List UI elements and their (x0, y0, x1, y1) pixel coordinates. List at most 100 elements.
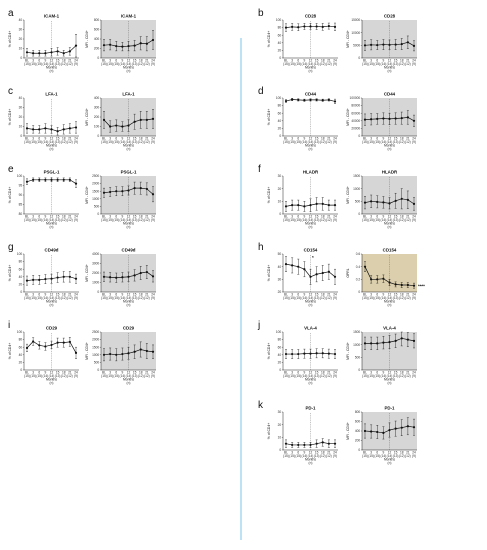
x-tick-count: (14) (43, 62, 49, 66)
x-tick-label: 12 (127, 293, 131, 297)
data-point (327, 24, 330, 28)
y-tick-label: 1000 (92, 281, 99, 285)
x-tick-label: 24 (74, 215, 78, 219)
x-tick-label: 3 (370, 451, 372, 455)
y-tick-label: 40 (19, 353, 23, 357)
data-point (412, 44, 416, 47)
data-point (333, 100, 337, 103)
x-tick-count: (15) (24, 140, 30, 144)
x-tick-count: (15) (374, 454, 380, 458)
x-tick-count: (13) (314, 296, 320, 300)
panel-letter-k: k (258, 400, 264, 411)
x-tick-label: 21 (406, 137, 410, 141)
x-tick-count: (14) (308, 374, 314, 378)
data-point (74, 44, 78, 47)
x-tick-label: 9 (44, 215, 46, 219)
x-tick-count: (13) (314, 62, 320, 66)
y-tick-label: 80000 (351, 104, 360, 108)
y-axis-label: MFI - CD4+ (346, 342, 350, 360)
data-point (400, 117, 403, 120)
data-point (321, 352, 324, 355)
x-tick-label: 6 (38, 371, 40, 375)
data-point (139, 348, 142, 351)
x-tick-count: (12) (67, 62, 73, 66)
x-tick-count: (9) (151, 62, 155, 66)
x-tick-count: (12) (138, 296, 144, 300)
x-tick-label: 3 (291, 59, 293, 63)
data-point (394, 199, 397, 202)
data-point (32, 278, 35, 281)
x-axis-label: Months (46, 300, 57, 304)
data-point (38, 178, 41, 181)
x-tick-label: 24 (412, 293, 416, 297)
data-point (151, 275, 155, 278)
data-point (370, 342, 373, 345)
data-point (382, 43, 385, 46)
y-tick-label: 50 (278, 252, 282, 256)
x-tick-label: 3 (109, 371, 111, 375)
x-tick-label: 3 (32, 137, 34, 141)
x-tick-count: (9) (333, 374, 337, 378)
x-tick-count: (15) (101, 296, 107, 300)
y-tick-label: 80 (278, 104, 282, 108)
x-tick-count: (12) (67, 296, 73, 300)
data-point (127, 124, 130, 127)
data-point (406, 425, 409, 428)
x-axis-sublabel: (n) (309, 225, 313, 229)
x-tick-label: 21 (68, 59, 72, 63)
data-point (56, 178, 59, 181)
x-tick-count: (9) (74, 62, 78, 66)
y-tick-label: 500 (94, 205, 100, 209)
x-tick-count: (15) (374, 218, 380, 222)
x-tick-count: (12) (138, 374, 144, 378)
x-tick-label: 21 (68, 371, 72, 375)
x-tick-label: BL (363, 137, 367, 141)
x-axis-sublabel: (n) (388, 381, 392, 385)
x-tick-label: 15 (315, 215, 319, 219)
x-tick-count: (13) (314, 140, 320, 144)
x-tick-count: (15) (289, 218, 295, 222)
y-tick-label: 10 (278, 199, 282, 203)
x-tick-label: 9 (303, 59, 305, 63)
y-tick-label: 0.4 (356, 265, 361, 269)
data-point (109, 352, 112, 356)
x-tick-count: (15) (362, 296, 368, 300)
y-tick-label: 80 (278, 338, 282, 342)
y-tick-label: 3000 (92, 262, 99, 266)
x-axis-label: Months (384, 222, 395, 226)
data-point (303, 268, 306, 271)
x-tick-label: BL (102, 59, 106, 63)
y-axis-label: MFI - CD4+ (346, 186, 350, 204)
data-point (303, 99, 306, 102)
x-tick-label: 24 (412, 215, 416, 219)
data-point (363, 201, 367, 204)
x-tick-count: (15) (289, 140, 295, 144)
data-point (327, 204, 330, 207)
data-point (74, 351, 78, 354)
x-tick-label: 12 (388, 215, 392, 219)
y-axis-label: % of CD4+ (267, 265, 271, 282)
data-point (333, 25, 337, 28)
x-tick-label: 21 (406, 59, 410, 63)
y-tick-label: 40 (19, 275, 23, 279)
data-point (291, 264, 294, 267)
data-point (297, 26, 300, 29)
data-point (412, 119, 416, 122)
x-tick-count: (13) (55, 140, 61, 144)
x-tick-label: 18 (400, 371, 404, 375)
x-tick-label: 6 (376, 137, 378, 141)
x-tick-label: 12 (127, 59, 131, 63)
data-point (62, 178, 65, 181)
data-point (309, 204, 312, 207)
x-tick-label: 12 (388, 59, 392, 63)
y-tick-label: 0 (358, 368, 360, 372)
x-tick-label: 3 (291, 137, 293, 141)
x-tick-label: 3 (291, 371, 293, 375)
x-axis-label: Months (123, 378, 134, 382)
significance-mark: * (312, 255, 314, 260)
data-point (109, 43, 112, 46)
x-tick-label: 15 (394, 59, 398, 63)
data-point (121, 45, 124, 48)
x-axis-label: Months (46, 144, 57, 148)
x-tick-label: 18 (321, 293, 325, 297)
